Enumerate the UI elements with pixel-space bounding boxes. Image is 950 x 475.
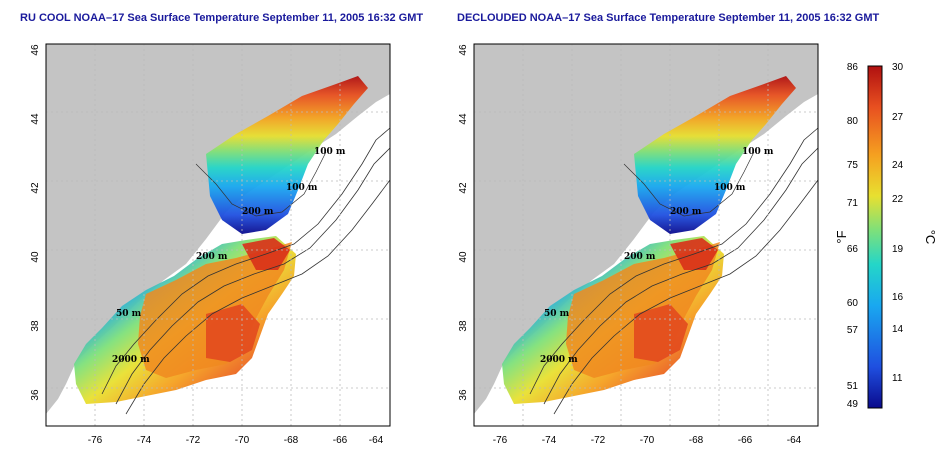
y-tick-label: 46 <box>458 44 469 56</box>
x-axis-left: -76 -74 -72 -70 -68 -66 -64 <box>88 435 384 446</box>
x-tick-label: -76 <box>88 435 103 446</box>
y-tick-label: 36 <box>458 389 469 401</box>
colorbar-celsius-label: °C <box>923 230 938 245</box>
panel-title-declouded: DECLOUDED NOAA–17 Sea Surface Temperatur… <box>457 12 880 24</box>
y-tick-label: 40 <box>30 251 41 263</box>
isobath-label: 100 m <box>286 183 318 193</box>
x-tick-label: -72 <box>591 435 606 446</box>
colorbar-f-tick: 71 <box>847 198 859 209</box>
colorbar-c-tick: 30 <box>892 62 904 73</box>
colorbar-c-tick: 22 <box>892 194 904 205</box>
colorbar-c-tick: 19 <box>892 244 904 255</box>
x-tick-label: -72 <box>186 435 201 446</box>
colorbar-c-tick: 16 <box>892 292 904 303</box>
x-tick-label: -64 <box>369 435 384 446</box>
colorbar-f-tick: 49 <box>847 399 859 410</box>
colorbar: 86 80 75 71 66 60 57 51 49 30 27 24 22 1… <box>834 62 938 410</box>
y-tick-label: 42 <box>458 182 469 194</box>
x-tick-label: -68 <box>284 435 299 446</box>
colorbar-c-tick: 27 <box>892 112 904 123</box>
x-tick-label: -70 <box>640 435 655 446</box>
colorbar-f-tick: 80 <box>847 116 859 127</box>
x-tick-label: -68 <box>689 435 704 446</box>
colorbar-f-tick: 57 <box>847 325 859 336</box>
x-tick-label: -76 <box>493 435 508 446</box>
colorbar-f-tick: 51 <box>847 381 859 392</box>
colorbar-f-tick: 86 <box>847 62 859 73</box>
y-tick-label: 38 <box>30 320 41 332</box>
colorbar-c-tick: 14 <box>892 324 904 335</box>
y-tick-label: 46 <box>30 44 41 56</box>
colorbar-fahrenheit-label: °F <box>834 230 849 243</box>
colorbar-f-tick: 75 <box>847 160 859 171</box>
y-axis-right: 46 44 42 40 38 36 <box>458 44 469 401</box>
y-axis-left: 46 44 42 40 38 36 <box>30 44 41 401</box>
colorbar-c-tick: 24 <box>892 160 904 171</box>
sst-map-declouded: 100 m 100 m 200 m 200 m 50 m 2000 m <box>473 43 819 427</box>
sst-map-raw: 100 m 100 m 200 m 200 m 50 m 2000 m <box>45 43 391 427</box>
isobath-label: 200 m <box>196 252 228 262</box>
x-tick-label: -64 <box>787 435 802 446</box>
isobath-label: 50 m <box>544 309 570 319</box>
x-tick-label: -70 <box>235 435 250 446</box>
isobath-label: 2000 m <box>540 355 578 365</box>
isobath-label: 100 m <box>742 147 774 157</box>
panel-title-raw: RU COOL NOAA–17 Sea Surface Temperature … <box>20 12 424 24</box>
isobath-label: 50 m <box>116 309 142 319</box>
isobath-label: 200 m <box>624 252 656 262</box>
y-tick-label: 40 <box>458 251 469 263</box>
isobath-label: 100 m <box>314 147 346 157</box>
y-tick-label: 38 <box>458 320 469 332</box>
isobath-label: 200 m <box>242 207 274 217</box>
isobath-label: 2000 m <box>112 355 150 365</box>
x-tick-label: -74 <box>542 435 557 446</box>
colorbar-ramp <box>867 65 883 409</box>
colorbar-c-tick: 11 <box>892 373 903 384</box>
x-tick-label: -74 <box>137 435 152 446</box>
isobath-label: 200 m <box>670 207 702 217</box>
colorbar-f-tick: 66 <box>847 244 859 255</box>
y-tick-label: 36 <box>30 389 41 401</box>
x-tick-label: -66 <box>333 435 348 446</box>
isobath-label: 100 m <box>714 183 746 193</box>
y-tick-label: 44 <box>458 113 469 125</box>
x-axis-right: -76 -74 -72 -70 -68 -66 -64 <box>493 435 802 446</box>
y-tick-label: 42 <box>30 182 41 194</box>
y-tick-label: 44 <box>30 113 41 125</box>
x-tick-label: -66 <box>738 435 753 446</box>
colorbar-f-tick: 60 <box>847 298 859 309</box>
